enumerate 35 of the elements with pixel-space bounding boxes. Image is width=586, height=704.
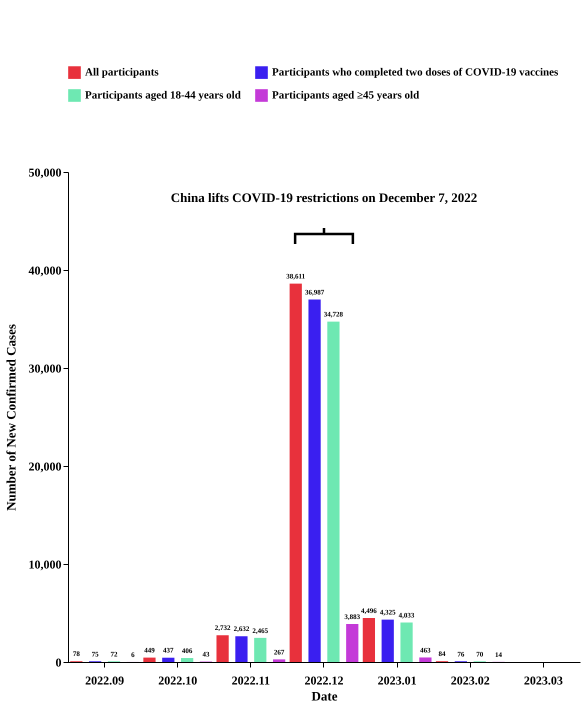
y-tick-label: 0: [56, 656, 62, 670]
bar: [400, 622, 413, 662]
y-tick-label: 50,000: [28, 166, 62, 180]
x-tick-label: 2022.12: [304, 674, 344, 688]
legend-label: Participants who completed two doses of COVID-19 vaccines: [272, 66, 559, 79]
legend-label: Participants aged ≥45 years old: [272, 90, 420, 102]
x-tick-label: 2022.11: [232, 674, 270, 688]
annotation: China lifts COVID-19 restrictions on December 7, 2022: [170, 190, 478, 205]
bar: [327, 322, 340, 662]
bar: [181, 658, 194, 662]
y-tick-label: 20,000: [28, 460, 62, 474]
y-tick-label: 40,000: [28, 264, 62, 278]
bar: [162, 658, 174, 662]
x-tick-label: 2023.02: [450, 674, 490, 688]
bar: [419, 657, 432, 662]
bar: [254, 638, 266, 662]
x-axis-title: Date: [312, 688, 338, 704]
bar: [362, 618, 376, 662]
bar: [382, 620, 394, 662]
bar: [216, 635, 229, 662]
y-tick-label: 10,000: [28, 558, 62, 572]
x-tick-label: 2022.10: [158, 674, 198, 688]
bar: [272, 659, 286, 662]
legend-label: All participants: [85, 66, 160, 79]
bar: [235, 636, 248, 662]
bar: [346, 624, 358, 662]
bar: [143, 658, 156, 662]
x-tick-label: 2023.01: [378, 674, 417, 688]
bar: [290, 284, 302, 662]
y-tick-label: 30,000: [28, 362, 62, 376]
legend-label: Participants aged 18-44 years old: [85, 90, 241, 102]
x-tick-label: 2023.03: [524, 674, 563, 688]
x-tick-label: 2022.09: [85, 674, 124, 688]
bar: [308, 300, 321, 662]
y-axis-title: Number of New Confirmed Cases: [4, 324, 18, 511]
